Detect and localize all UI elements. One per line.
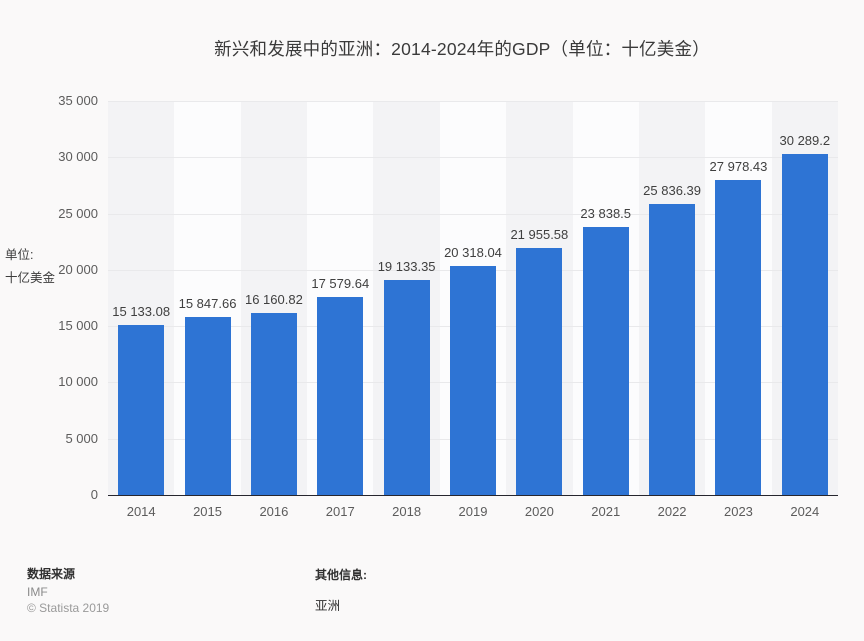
bar-value-label: 25 836.39 (643, 183, 701, 199)
bar-value-label: 30 289.2 (779, 133, 831, 149)
x-axis-label-2015: 2015 (193, 504, 222, 519)
bar-2023 (715, 180, 762, 495)
footer-info-block: 其他信息: 亚洲 (315, 566, 367, 614)
y-axis-tick-label: 25 000 (58, 205, 98, 221)
gridline (108, 101, 838, 102)
plot-area: 15 133.08 2014 15 847.66 2015 16 160.82 2016 1… (108, 101, 838, 519)
y-axis-tick-labels: 35 000 30 000 25 000 20 000 15 000 10 000 5 00… (0, 93, 98, 502)
y-axis-unit-line2: 十亿美金 (5, 271, 56, 285)
bar-value-label: 16 160.82 (244, 292, 303, 308)
x-axis-label-2017: 2017 (325, 504, 355, 519)
y-axis-tick-label: 35 000 (58, 93, 98, 108)
x-axis-label-2019: 2019 (458, 504, 488, 519)
x-axis-label-2016: 2016 (259, 504, 289, 519)
additional-info-label: 其他信息: (315, 568, 367, 582)
y-axis-tick-label: 0 (90, 487, 98, 502)
y-axis-tick-label: 10 000 (58, 374, 98, 390)
source-value: IMF (27, 585, 48, 599)
x-axis-label-2014: 2014 (126, 504, 156, 519)
bar-value-label: 15 133.08 (112, 303, 171, 319)
bar-value-label: 23 838.5 (580, 205, 632, 221)
gridline (108, 157, 838, 159)
bar-value-label: 17 579.64 (311, 276, 370, 292)
y-axis-unit-label: 单位: 十亿美金 (5, 244, 55, 290)
x-axis-baseline (108, 494, 838, 496)
copyright-text: © Statista 2019 (27, 601, 110, 615)
bar-2019 (450, 266, 496, 495)
gridline (108, 213, 838, 215)
y-axis-tick-label: 30 000 (58, 149, 98, 165)
source-label: 数据来源 (27, 567, 76, 581)
x-axis-label-2024: 2024 (790, 504, 820, 519)
x-axis-label-2022: 2022 (657, 504, 687, 519)
y-axis-tick-label: 5 000 (65, 430, 98, 446)
bar-value-label: 15 847.66 (178, 295, 237, 311)
y-axis-tick-label: 20 000 (58, 261, 98, 277)
bar-2014 (118, 324, 165, 495)
bar-value-label: 20 318.04 (444, 245, 502, 261)
bar-2022 (649, 204, 696, 495)
bar-2016 (250, 313, 297, 495)
bar-value-label: 19 133.35 (377, 258, 436, 274)
bar-2018 (383, 279, 430, 495)
chart-title: 新兴和发展中的亚洲：2014-2024年的GDP（单位：十亿美金） (214, 39, 710, 59)
y-axis-tick-label: 15 000 (58, 318, 98, 334)
bar-2021 (582, 226, 629, 495)
bar-2020 (516, 247, 563, 495)
x-axis-label-2018: 2018 (392, 504, 422, 519)
bar-2024 (781, 154, 828, 495)
y-axis-unit-line1: 单位: (5, 248, 34, 262)
footer-source-block: 数据来源 IMF © Statista 2019 (27, 565, 109, 615)
bar-value-label: 21 955.58 (510, 226, 569, 242)
bar-2017 (317, 297, 364, 495)
additional-info-value: 亚洲 (315, 599, 341, 613)
x-axis-label-2020: 2020 (524, 504, 554, 519)
x-axis-label-2023: 2023 (723, 504, 753, 519)
bar-2015 (184, 316, 231, 495)
x-axis-label-2021: 2021 (591, 504, 621, 519)
bar-value-label: 27 978.43 (709, 159, 768, 175)
